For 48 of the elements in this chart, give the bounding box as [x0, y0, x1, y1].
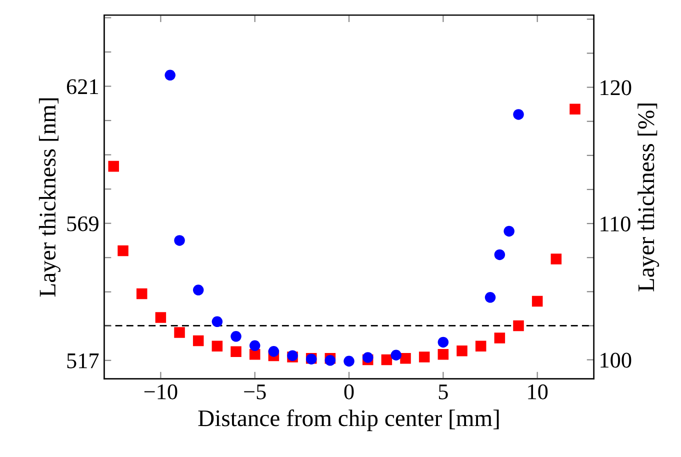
point	[174, 327, 185, 338]
point	[418, 352, 430, 362]
point	[438, 348, 449, 360]
y2-tick-label: 100	[600, 352, 632, 368]
point	[230, 346, 242, 357]
point	[484, 292, 496, 303]
point	[570, 104, 580, 114]
y-tick-label: 621	[66, 79, 98, 94]
y-tick-label: 569	[67, 216, 98, 232]
y-tick-label: 517	[67, 353, 99, 368]
point	[164, 70, 176, 81]
point	[494, 332, 506, 344]
point	[475, 340, 486, 352]
point	[513, 109, 524, 120]
point	[136, 288, 148, 300]
y2-tick-label: 120	[600, 80, 632, 96]
point	[249, 340, 260, 352]
point	[108, 160, 119, 172]
point	[381, 354, 392, 366]
point	[344, 356, 354, 367]
x-tick-label: 10	[528, 384, 548, 400]
point	[504, 226, 514, 237]
point	[390, 350, 402, 361]
point	[494, 249, 506, 260]
x-tick-label: −5	[244, 384, 266, 400]
point	[174, 235, 185, 246]
point	[192, 284, 204, 296]
point	[438, 336, 449, 348]
point	[155, 312, 166, 323]
y2-axis-title: Layer thickness [%]	[638, 104, 660, 292]
x-tick-label: 0	[344, 384, 354, 400]
point	[230, 331, 242, 342]
x-axis-title: Distance from chip center [mm]	[198, 409, 499, 432]
point	[212, 340, 223, 352]
point	[362, 352, 374, 363]
y2-tick-label: 110	[600, 216, 630, 232]
x-tick-label: 5	[438, 384, 448, 400]
point	[192, 335, 204, 346]
point	[400, 353, 411, 364]
point	[550, 254, 562, 264]
point	[456, 346, 468, 356]
point	[268, 346, 280, 357]
point	[513, 320, 524, 332]
x-tick-label: −10	[144, 384, 178, 400]
point	[212, 316, 223, 328]
point	[532, 296, 543, 307]
point	[118, 245, 128, 256]
y-axis-title: Layer thickness [nm]	[38, 98, 60, 297]
